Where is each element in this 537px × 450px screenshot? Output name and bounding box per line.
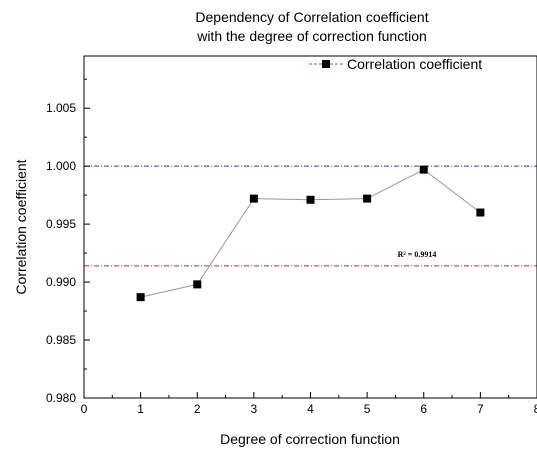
data-point — [363, 194, 372, 203]
data-point — [136, 293, 145, 302]
x-tick-label: 7 — [477, 402, 484, 416]
x-tick-label: 3 — [251, 402, 258, 416]
x-tick-label: 4 — [307, 402, 314, 416]
data-point — [476, 208, 485, 217]
data-point — [249, 194, 258, 203]
data-point — [306, 195, 315, 204]
x-tick-label: 0 — [81, 402, 88, 416]
legend: Correlation coefficient — [309, 56, 482, 72]
r-squared-annotation: R² = 0.9914 — [398, 250, 437, 259]
x-tick-label: 5 — [364, 402, 371, 416]
legend-label: Correlation coefficient — [347, 56, 482, 72]
y-tick-label: 0.990 — [46, 275, 76, 289]
x-tick-label: 8 — [534, 402, 537, 416]
y-tick-label: 1.005 — [46, 101, 76, 115]
y-tick-label: 0.985 — [46, 333, 76, 347]
chart-title-line1: Dependency of Correlation coefficient — [195, 9, 428, 25]
x-axis: 0 1 2 3 4 5 6 7 8 — [81, 392, 537, 416]
plot-frame — [83, 55, 537, 399]
data-point — [193, 280, 202, 289]
chart-title-line2: with the degree of correction function — [196, 28, 427, 44]
x-tick-label: 2 — [194, 402, 201, 416]
x-tick-label: 1 — [137, 402, 144, 416]
x-axis-label: Degree of correction function — [220, 431, 400, 447]
x-tick-label: 6 — [420, 402, 427, 416]
series-line — [140, 169, 481, 298]
y-axis-label: Correlation coefficient — [13, 159, 29, 294]
series-layer — [136, 165, 485, 302]
reference-lines — [84, 165, 537, 267]
data-point — [419, 165, 428, 174]
y-axis: 0.980 0.985 0.990 0.995 1.000 1.005 — [46, 78, 90, 405]
legend-marker-square — [322, 60, 330, 68]
y-tick-label: 1.000 — [46, 159, 76, 173]
y-tick-label: 0.995 — [46, 217, 76, 231]
y-tick-label: 0.980 — [46, 391, 76, 405]
